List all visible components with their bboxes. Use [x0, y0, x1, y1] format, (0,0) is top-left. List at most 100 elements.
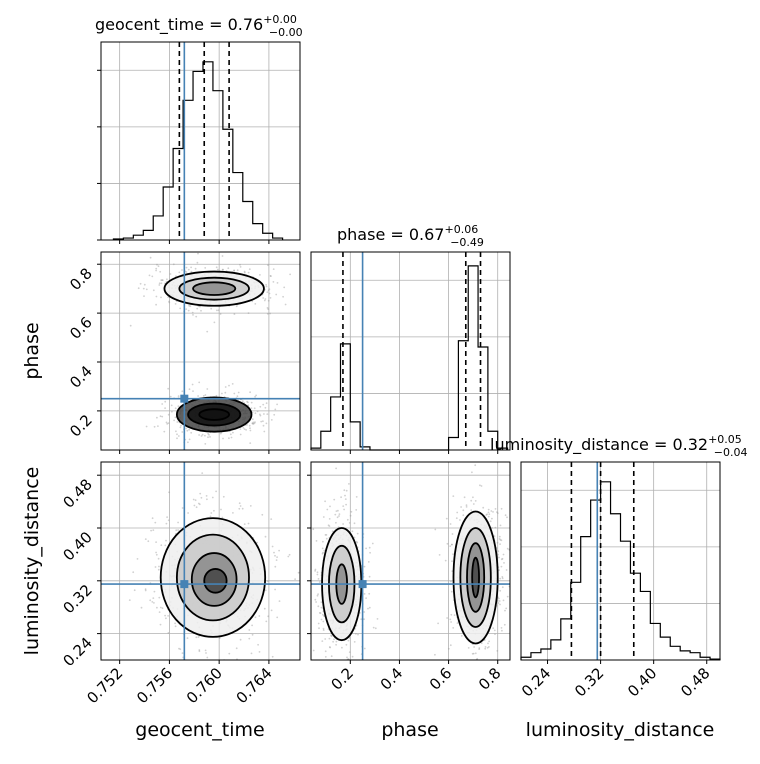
sample-dot — [193, 504, 196, 507]
sample-dot — [271, 545, 274, 548]
sample-dot — [307, 587, 309, 589]
xtick-label-luminosity_distance-0.40: 0.40 — [624, 664, 660, 700]
contour-level-3 — [175, 396, 253, 433]
ytick-label-phase-0.2: 0.2 — [66, 411, 96, 441]
sample-dot — [472, 652, 475, 655]
sample-dot — [369, 551, 371, 554]
sample-dot — [328, 518, 331, 520]
sample-dot — [282, 295, 284, 298]
sample-dot — [289, 273, 291, 276]
sample-dot — [218, 637, 221, 639]
sample-dot — [328, 637, 331, 640]
sample-dot — [161, 279, 164, 282]
density-fill-2 — [193, 282, 236, 296]
sample-dot — [274, 565, 277, 568]
sample-dot — [243, 428, 246, 430]
sample-dot — [324, 650, 327, 653]
sample-dot — [249, 505, 252, 507]
sample-dot — [169, 395, 172, 398]
sample-dot — [151, 275, 154, 278]
sample-dot — [283, 286, 286, 289]
sample-dot — [258, 615, 261, 617]
sample-dot — [259, 405, 262, 408]
sample-dot — [506, 595, 509, 598]
sample-dot — [176, 433, 178, 436]
sample-dot — [239, 428, 242, 430]
sample-dot — [243, 271, 246, 274]
sample-dot — [166, 516, 169, 518]
sample-dot — [322, 627, 325, 630]
frame-hist-geocent_time — [100, 41, 301, 241]
sample-dot — [368, 546, 371, 549]
sample-dot — [275, 293, 278, 296]
contour-level-6 — [471, 556, 480, 599]
sample-dot — [274, 408, 277, 411]
sample-dot — [496, 541, 499, 544]
sample-dot — [353, 641, 356, 643]
sample-dot — [325, 537, 328, 540]
sample-dot — [479, 484, 481, 487]
sample-dot — [209, 515, 212, 518]
sample-dot — [175, 275, 177, 277]
sample-dot — [210, 512, 213, 514]
sample-dot — [191, 383, 194, 386]
sample-dot — [129, 324, 132, 327]
sample-dot — [496, 511, 498, 513]
sample-dot — [228, 437, 230, 440]
contours-phase_vs_geocent_time — [129, 252, 291, 445]
sample-dot — [256, 541, 258, 544]
sample-dot — [499, 577, 502, 580]
sample-dot — [168, 300, 170, 303]
sample-dot — [168, 301, 171, 304]
sample-dot — [250, 401, 253, 404]
sample-dot — [498, 535, 501, 538]
sample-dot — [270, 518, 273, 520]
sample-dot — [344, 494, 346, 497]
xtick-label-luminosity_distance-0.32: 0.32 — [571, 664, 607, 700]
sample-dot — [472, 496, 474, 499]
sample-dot — [197, 252, 199, 255]
sample-dot — [492, 627, 495, 630]
sample-dot — [145, 288, 148, 291]
contour-level-3 — [203, 568, 228, 594]
sample-dot — [201, 472, 204, 474]
sample-dot — [158, 282, 161, 285]
sample-dot — [239, 263, 241, 266]
sample-dot — [206, 498, 208, 501]
ytick-label-luminosity_distance-0.40: 0.40 — [59, 528, 95, 564]
contour-level-5 — [466, 542, 486, 613]
sample-dot — [462, 514, 465, 517]
sample-dot — [278, 549, 280, 552]
sample-dot — [276, 403, 278, 406]
contour-level-4 — [459, 527, 492, 628]
sample-dot — [221, 255, 224, 257]
sample-dot — [222, 437, 224, 440]
density-fill-6 — [472, 557, 480, 598]
sample-dot — [158, 284, 161, 286]
contour-level-5 — [198, 408, 231, 421]
sample-dot — [314, 598, 317, 601]
sample-dot — [265, 620, 268, 623]
title-name-phase: phase = 0.67 — [337, 225, 444, 244]
sample-dot — [450, 590, 453, 593]
sample-dot — [273, 413, 276, 416]
sample-dot — [343, 489, 346, 492]
sample-dot — [211, 496, 214, 499]
sample-dot — [500, 507, 503, 510]
sample-dot — [166, 423, 169, 425]
sample-dot — [446, 542, 449, 545]
sample-dot — [489, 520, 492, 523]
sample-dot — [156, 263, 158, 266]
sample-dot — [254, 412, 257, 415]
sample-dot — [239, 433, 242, 436]
sample-dot — [167, 519, 170, 522]
sample-dot — [466, 665, 468, 667]
sample-dot — [342, 523, 344, 525]
sample-dot — [159, 606, 162, 609]
sample-dot — [345, 643, 348, 646]
sample-dot — [333, 638, 335, 641]
sample-dot — [233, 392, 236, 395]
sample-dot — [189, 305, 192, 308]
sample-dot — [322, 540, 324, 543]
sample-dot — [195, 506, 198, 509]
